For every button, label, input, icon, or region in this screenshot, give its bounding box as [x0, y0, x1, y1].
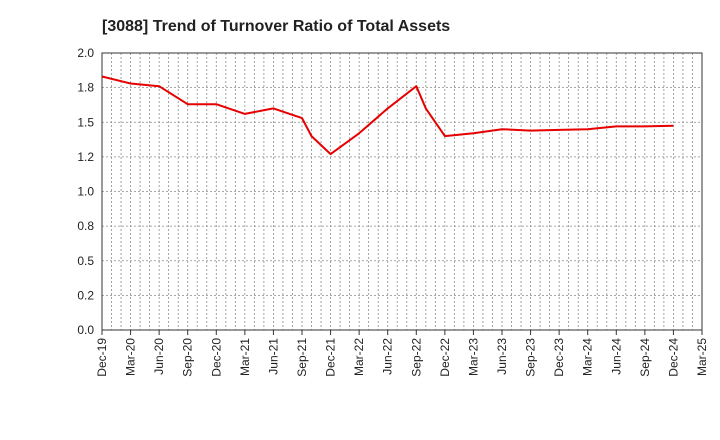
x-tick-label: Jun-23 [495, 338, 509, 375]
x-axis-tick-labels: Dec-19 Mar-20 Jun-20 Sep-20 Dec-20 Mar-21 Jun-… [95, 338, 709, 377]
series-line [101, 75, 674, 156]
y-tick-label: 1.8 [77, 81, 94, 95]
x-tick-label: Sep-21 [295, 338, 309, 377]
x-tick-label: Jun-21 [266, 338, 280, 375]
x-tick-label: Sep-20 [181, 338, 195, 377]
x-tick-label: Jun-22 [381, 338, 395, 375]
y-tick-label: 1.2 [77, 150, 94, 164]
y-tick-label: 0.5 [77, 254, 94, 268]
x-tick-label: Mar-21 [238, 338, 252, 376]
y-tick-label: 0.2 [77, 288, 94, 302]
x-tick-label: Sep-23 [524, 338, 538, 377]
x-tick-label: Dec-20 [209, 338, 223, 377]
x-tick-label: Sep-22 [409, 338, 423, 377]
y-tick-label: 1.0 [77, 185, 94, 199]
x-tick-label: Mar-24 [581, 338, 595, 376]
x-tick-label: Jun-20 [152, 338, 166, 375]
y-tick-label: 0.0 [77, 323, 94, 337]
x-tick-label: Mar-22 [352, 338, 366, 376]
x-tick-label: Dec-22 [438, 338, 452, 377]
x-tick-label: Sep-24 [638, 338, 652, 377]
plot-frame [101, 52, 703, 335]
x-tick-label: Jun-24 [609, 338, 623, 375]
grid-lines [102, 53, 702, 330]
x-tick-label: Mar-20 [124, 338, 138, 376]
y-tick-label: 1.5 [77, 115, 94, 129]
x-tick-label: Dec-24 [666, 338, 680, 377]
chart-title: [3088] Trend of Turnover Ratio of Total … [102, 18, 450, 35]
plot-border [101, 52, 703, 331]
y-axis-tick-labels: 0.0 0.2 0.5 0.8 1.0 1.2 1.5 1.8 2.0 [77, 46, 94, 337]
x-tick-label: Dec-19 [95, 338, 109, 377]
x-tick-label: Dec-23 [552, 338, 566, 377]
y-tick-label: 0.8 [77, 219, 94, 233]
x-tick-label: Mar-23 [466, 338, 480, 376]
x-tick-label: Dec-21 [324, 338, 338, 377]
x-tick-label: Mar-25 [695, 338, 709, 376]
series-layer [101, 75, 674, 156]
y-tick-label: 2.0 [77, 46, 94, 60]
